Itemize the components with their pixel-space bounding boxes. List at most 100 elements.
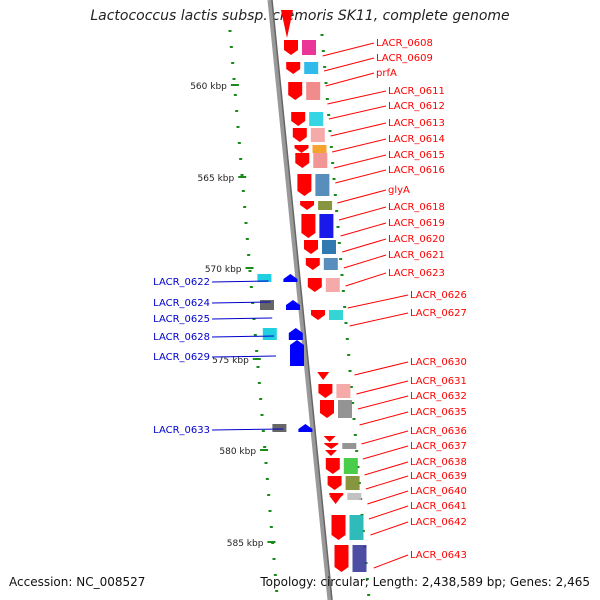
scale-tick (229, 46, 233, 48)
scale-tick-major (252, 358, 261, 360)
scale-tick (245, 238, 249, 240)
reverse-gene-label: LACR_0622 (153, 277, 210, 288)
forward-gene-label: LACR_0613 (388, 118, 445, 129)
forward-gene-label: LACR_0632 (410, 391, 467, 402)
leader-line (322, 42, 375, 57)
scale-tick (339, 258, 343, 260)
scale-tick (324, 82, 328, 84)
cds-box (336, 384, 351, 398)
reverse-gene-label: LACR_0629 (153, 352, 210, 363)
scale-tick (341, 290, 345, 292)
forward-gene-label: LACR_0639 (410, 471, 467, 482)
cds-box (352, 545, 367, 572)
leader-line (354, 361, 409, 376)
leader-line (337, 189, 387, 204)
forward-gene-arrow (295, 153, 310, 168)
scale-label: 560 kbp (190, 82, 227, 92)
scale-tick (257, 382, 261, 384)
backbone-line (267, 0, 333, 600)
scale-tick (243, 206, 247, 208)
forward-gene-arrow (325, 458, 340, 474)
scale-tick (272, 558, 276, 560)
forward-gene-label: LACR_0615 (388, 150, 445, 161)
scale-tick-major (230, 84, 239, 86)
leader-line (347, 294, 409, 309)
forward-gene-arrow (320, 400, 334, 418)
cds-box (260, 300, 274, 310)
forward-gene-label: LACR_0635 (410, 407, 467, 418)
leader-line (340, 222, 387, 237)
cds-box (306, 82, 321, 100)
scale-tick (228, 30, 232, 32)
scale-tick (337, 242, 341, 244)
forward-gene-arrow (292, 128, 307, 142)
scale-tick (253, 334, 257, 336)
cds-box (322, 240, 336, 254)
leader-line (362, 445, 409, 460)
reverse-gene-arrow (286, 300, 300, 310)
scale-tick (325, 98, 329, 100)
cds-box (345, 476, 360, 490)
forward-gene-label: LACR_0612 (388, 101, 445, 112)
leader-line (361, 430, 409, 445)
scale-tick (345, 338, 349, 340)
forward-gene-arrow (324, 443, 339, 449)
scale-label: 565 kbp (198, 174, 235, 184)
reverse-gene-arrow (298, 424, 313, 432)
scale-tick (240, 174, 244, 176)
forward-gene-arrow (291, 112, 306, 126)
topology-text: Topology: circular; Length: 2,438,589 bp… (260, 575, 590, 589)
scale-tick (259, 398, 263, 400)
forward-gene-label: LACR_0619 (388, 218, 445, 229)
forward-gene-arrow (304, 240, 318, 254)
scale-tick (249, 286, 253, 288)
scale-tick (344, 322, 348, 324)
scale-tick (241, 190, 245, 192)
leader-line (211, 301, 271, 304)
forward-labels: LACR_0608 LACR_0609 prfA LACR_0611 LACR_0612… (322, 38, 467, 569)
forward-gene-label: LACR_0608 (376, 38, 433, 49)
forward-gene-arrow (281, 10, 293, 38)
scale-tick (263, 446, 267, 448)
cds-box (323, 258, 338, 270)
leader-line (211, 355, 277, 358)
scale-tick (236, 126, 240, 128)
scale-tick (329, 146, 333, 148)
cds-box (349, 515, 364, 540)
forward-gene-label: prfA (376, 68, 397, 79)
reverse-gene-arrow (288, 328, 303, 340)
scale-tick (267, 494, 271, 496)
scale-tick (320, 34, 324, 36)
forward-gene-arrow (307, 278, 322, 292)
scale-label: 575 kbp (212, 356, 249, 366)
forward-gene-arrow (331, 515, 346, 540)
scale-tick (273, 574, 277, 576)
scale-tick (244, 222, 248, 224)
forward-gene-arrow (301, 214, 316, 238)
scale-tick-major (260, 449, 269, 451)
leader-line (338, 206, 387, 221)
forward-gene-label: glyA (388, 185, 410, 196)
cds-box (302, 40, 316, 55)
leader-line (335, 169, 387, 184)
cds-box (315, 174, 330, 196)
forward-gene-label: LACR_0623 (388, 268, 445, 279)
scale-label: 570 kbp (205, 265, 242, 275)
leader-line (330, 122, 387, 137)
forward-gene-label: LACR_0614 (388, 134, 445, 145)
cds-box (325, 278, 340, 292)
cds-box (347, 493, 362, 500)
leader-line (327, 90, 387, 105)
cds-box (319, 214, 334, 238)
forward-gene-arrow (334, 545, 349, 572)
scale-tick (333, 194, 337, 196)
scale-tick (235, 110, 239, 112)
scale-tick (268, 510, 272, 512)
leader-line (349, 312, 409, 327)
scale-tick (248, 270, 252, 272)
cds-box (310, 128, 325, 142)
backbone-shadow (271, 0, 333, 600)
leader-line (356, 380, 409, 395)
cds-box (257, 274, 272, 282)
forward-gene-label: LACR_0627 (410, 308, 467, 319)
